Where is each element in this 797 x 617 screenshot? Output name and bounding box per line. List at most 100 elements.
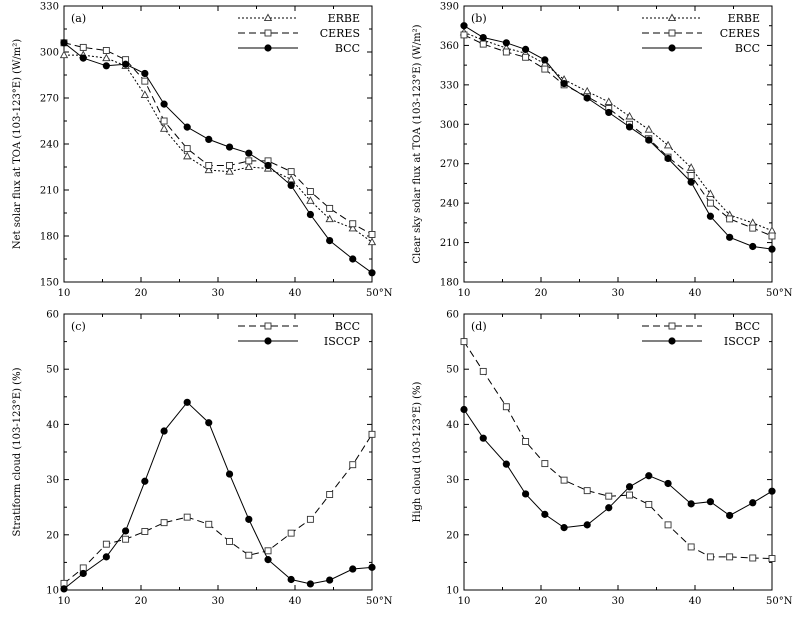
panel-c-data-point (183, 513, 191, 521)
panel-d-series-isccp (460, 405, 776, 532)
panel-b-data-point (522, 53, 530, 61)
panel-a-data-point (102, 53, 111, 62)
panel-c-ytick-label: 50 (46, 365, 59, 376)
panel-d-data-point (560, 524, 568, 532)
panel-b-data-point (479, 40, 487, 48)
panel-a-ytick-label: 240 (40, 140, 59, 151)
panel-a-legend-marker (264, 29, 272, 37)
panel-c-data-point (368, 563, 376, 571)
panel-d-data-point (605, 504, 613, 512)
panel-b-ytick-label: 330 (440, 80, 459, 91)
panel-a-series-ceres (60, 39, 376, 238)
panel-d-data-point (502, 460, 510, 468)
panel-a-data-point (326, 237, 334, 245)
panel-a-data-point (102, 47, 110, 54)
panel-c-xtick-label: 50°N (366, 596, 393, 607)
panel-a-data-point (368, 269, 376, 277)
panel-c-ytick-label: 40 (46, 420, 59, 431)
panel-c-data-point (326, 491, 334, 498)
panel-b-data-point (706, 212, 715, 220)
panel-b-data-point (541, 56, 549, 64)
panel-d-data-point (645, 500, 653, 508)
panel-c-xtick-label: 40 (289, 596, 302, 607)
panel-d-data-point (479, 367, 487, 375)
panel-c-xtick-label: 20 (135, 596, 148, 607)
panel-d-xtick-label: 30 (612, 596, 625, 607)
panel-b-data-point (749, 242, 757, 251)
panel-a-data-point (306, 210, 314, 219)
panel-b-data-point (460, 31, 468, 39)
panel-b-data-point (625, 123, 634, 131)
panel-a-data-point (79, 43, 87, 51)
panel-c-ytick-label: 10 (46, 586, 59, 597)
panel-d-data-point (522, 438, 530, 445)
panel-d-data-point (541, 460, 549, 468)
panel-b-data-point (767, 226, 777, 234)
panel-d-ytick-label: 60 (446, 310, 459, 321)
panel-b-data-point (625, 111, 634, 120)
panel-a-ytick-label: 270 (40, 94, 59, 105)
panel-b-data-point (687, 178, 695, 186)
panel-a-data-point (325, 214, 334, 223)
panel-b-legend-label: ERBE (728, 12, 760, 25)
panel-a-data-point (141, 77, 149, 85)
panel-a-data-point (59, 50, 69, 59)
panel-a-xtick-label: 40 (289, 288, 302, 299)
panel-a-data-point (225, 167, 234, 175)
panel-c-data-point (287, 529, 295, 537)
panel-a-legend-label: BCC (335, 42, 360, 55)
panel-b-data-point (541, 65, 549, 73)
panel-c-data-point (264, 556, 272, 564)
panel-d-data-point (605, 492, 613, 500)
panel-a-data-point (306, 196, 315, 204)
panel-c-data-point (225, 470, 234, 478)
panel-d-data-point (687, 500, 695, 508)
panel-c-data-point (160, 427, 168, 435)
panel-c-ytick-label: 60 (46, 310, 59, 321)
panel-b-legend-label: BCC (735, 42, 760, 55)
panel-b-series-bcc (460, 22, 776, 253)
panel-d-data-point (768, 555, 776, 562)
panel-d-data-point (706, 498, 715, 506)
panel-a-data-point (160, 100, 168, 108)
panel-d-xtick-label: 50°N (766, 596, 793, 607)
panel-a-data-point (225, 143, 234, 151)
panel-a-tag: (a) (71, 12, 86, 25)
panel-d: 10 20 30 40 50 60 10 20 30 40 50°N High cloud (103-… (412, 310, 793, 608)
panel-c-legend-marker (264, 322, 272, 330)
panel-c-frame (63, 313, 373, 591)
panel-a-legend-label: ERBE (328, 12, 360, 25)
panel-a-data-point (326, 204, 334, 212)
panel-b-data-point (521, 45, 530, 53)
panel-a-data-point (205, 135, 213, 143)
panel-c-legend-label: ISCCP (324, 335, 361, 348)
panel-b-ytick-label: 240 (440, 199, 459, 210)
panel-b-data-point (460, 22, 468, 30)
panel-b-ytick-label: 180 (440, 278, 459, 289)
panel-b-data-point (663, 140, 673, 149)
panel-d-ytick-label: 20 (446, 530, 459, 541)
panel-d-xtick-label: 40 (689, 596, 702, 607)
panel-d-series-line (463, 409, 773, 529)
panel-b-data-point (726, 215, 734, 223)
panel-a-data-point (367, 237, 377, 246)
panel-d-ytick-label: 30 (446, 475, 459, 486)
panel-b-data-point (605, 108, 613, 117)
panel-a-xtick-label: 10 (58, 288, 71, 299)
panel-c-legend: BCC ISCCP (238, 320, 361, 348)
panel-b-data-point (687, 172, 695, 179)
panel-c-data-point (102, 553, 110, 561)
panel-b-xtick-label: 10 (458, 288, 471, 299)
panel-d-data-point (645, 472, 653, 480)
panel-d-data-point (502, 403, 510, 411)
panel-b-data-point (726, 233, 734, 241)
panel-d-data-point (726, 553, 734, 561)
panel-a-frame (63, 5, 373, 283)
panel-c-series-line (63, 434, 373, 584)
panel-a-legend: ERBE CERES BCC (238, 12, 360, 55)
panel-d-data-point (706, 553, 714, 561)
panel-a-ytick-label: 180 (40, 232, 59, 243)
panel-a-xtick-label: 30 (212, 288, 225, 299)
panel-d-data-point (749, 499, 757, 507)
